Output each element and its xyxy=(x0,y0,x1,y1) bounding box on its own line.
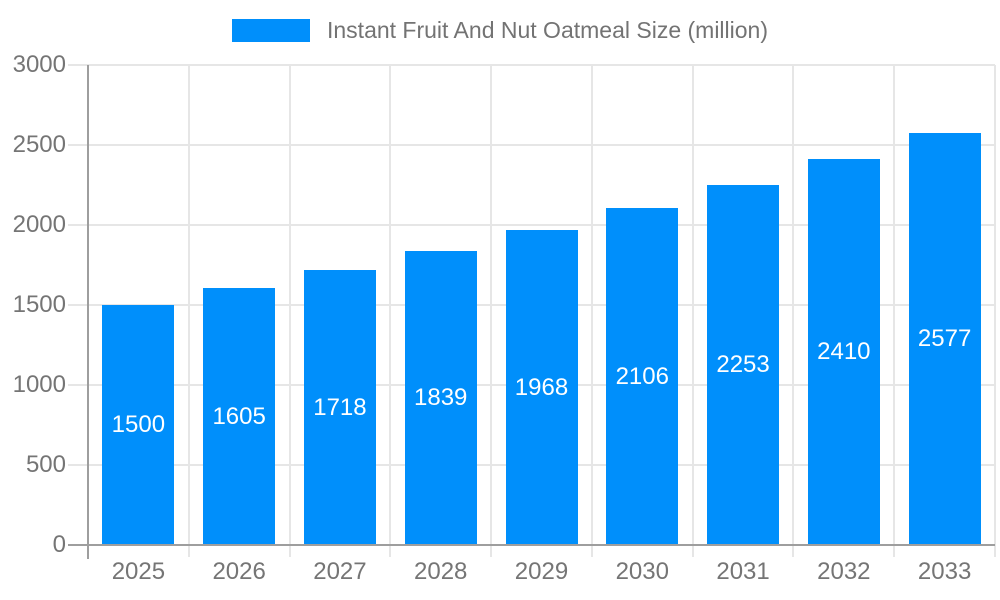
bar-2029[interactable] xyxy=(505,230,578,545)
x-axis-tick-label: 2031 xyxy=(716,558,770,585)
x-axis-tick-label: 2026 xyxy=(212,558,266,585)
legend-swatch-icon xyxy=(232,18,310,42)
bar-2030[interactable] xyxy=(606,208,679,545)
x-gridline xyxy=(187,65,190,557)
x-gridline xyxy=(994,65,996,557)
x-gridline xyxy=(389,65,392,557)
y-gridline xyxy=(68,224,995,226)
bar-2028[interactable] xyxy=(404,250,477,545)
y-axis-tick-label: 500 xyxy=(25,451,66,478)
x-axis-tick-label: 2032 xyxy=(817,558,871,585)
x-gridline xyxy=(893,65,896,557)
x-gridline xyxy=(691,65,694,557)
x-axis-baseline xyxy=(68,544,995,546)
x-gridline xyxy=(288,65,291,557)
x-gridline xyxy=(792,65,795,557)
x-axis-tick-label: 2025 xyxy=(111,558,166,585)
x-gridline xyxy=(590,65,593,557)
y-axis-tick-label: 2000 xyxy=(12,211,66,238)
y-axis-tick-label: 0 xyxy=(52,531,66,558)
y-axis-tick-label: 1500 xyxy=(12,291,66,318)
bar-2025[interactable] xyxy=(102,305,175,545)
bar-2031[interactable] xyxy=(707,184,780,545)
x-axis-tick-label: 2030 xyxy=(615,558,669,585)
x-gridline xyxy=(490,65,493,557)
x-axis-tick-label: 2033 xyxy=(917,558,972,585)
y-axis-tick-label: 2500 xyxy=(12,131,66,158)
bar-2033[interactable] xyxy=(908,132,981,545)
x-axis-tick-label: 2029 xyxy=(514,558,569,585)
legend-label: Instant Fruit And Nut Oatmeal Size (mill… xyxy=(327,17,768,43)
y-gridline xyxy=(68,144,995,146)
y-gridline xyxy=(68,64,995,66)
bar-2027[interactable] xyxy=(303,270,376,545)
legend[interactable]: Instant Fruit And Nut Oatmeal Size (mill… xyxy=(0,17,1000,43)
bar-2032[interactable] xyxy=(807,159,880,545)
x-axis-tick-label: 2028 xyxy=(414,558,468,585)
y-axis-tick-label: 1000 xyxy=(12,371,66,398)
y-axis-line xyxy=(87,65,89,559)
y-axis-tick-label: 3000 xyxy=(12,51,66,78)
x-axis-tick-label: 2027 xyxy=(313,558,367,585)
bar-2026[interactable] xyxy=(203,288,276,545)
